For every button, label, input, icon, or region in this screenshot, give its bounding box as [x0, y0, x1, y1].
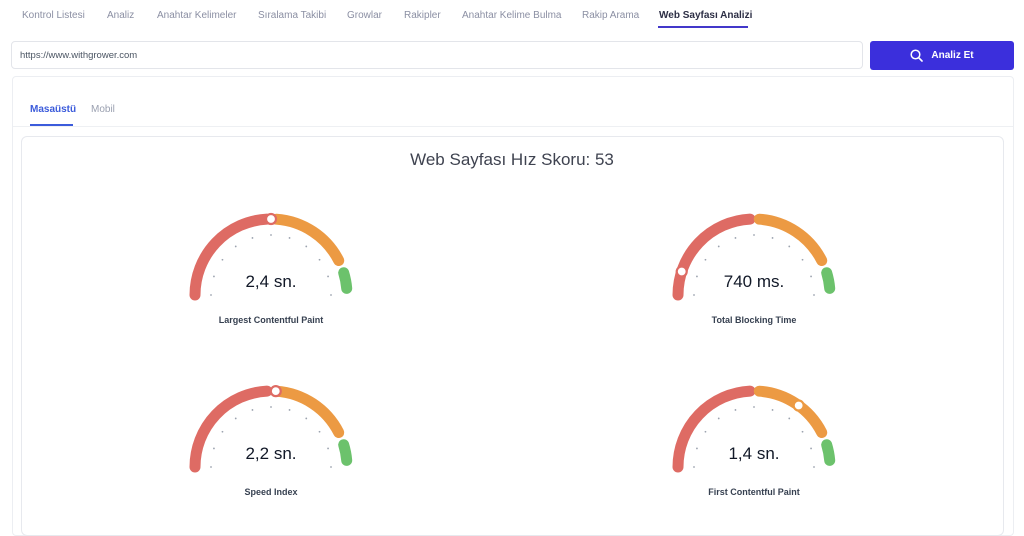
nav-item-anahtar-kelime-bulma[interactable]: Anahtar Kelime Bulma: [462, 10, 562, 21]
nav-item-anahtar-kelimeler[interactable]: Anahtar Kelimeler: [157, 10, 237, 21]
gauge-tick: [251, 237, 254, 239]
gauge-segment-orange: [270, 213, 345, 266]
nav-item-rakipler[interactable]: Rakipler: [404, 10, 441, 21]
gauge-tick: [221, 258, 224, 261]
gauge-tick: [213, 275, 215, 278]
gauge-tick: [318, 430, 321, 433]
gauge-tick: [801, 258, 804, 261]
gauge-tick: [221, 430, 224, 433]
gauge-tick: [327, 275, 329, 278]
gauge-dial: [189, 212, 353, 301]
gauge-segment-red: [672, 385, 756, 473]
gauge-tick: [734, 409, 737, 411]
gauge-indicator: [792, 399, 805, 412]
gauge-value: 2,4 sn.: [245, 272, 297, 291]
gauge-value: 740 ms.: [723, 272, 785, 291]
gauge-tick: [717, 245, 720, 248]
gauge-tick: [288, 409, 291, 411]
nav-item-siralama-takibi[interactable]: Sıralama Takibi: [258, 10, 327, 21]
gauge-tick: [213, 447, 215, 450]
gauge-tick: [251, 409, 254, 411]
gauge-label: Speed Index: [244, 487, 298, 497]
nav-active-underline: [658, 26, 748, 28]
speed-score-card: [21, 136, 1004, 536]
gauge-tick: [788, 417, 791, 420]
gauge-segment-red: [672, 213, 756, 301]
gauge-segment-green: [338, 267, 353, 294]
gauge-dial: [672, 385, 836, 473]
gauge-tick: [696, 275, 698, 278]
gauge-tick: [704, 258, 707, 261]
gauge-tick: [696, 447, 698, 450]
tab-mobil[interactable]: Mobil: [91, 104, 115, 115]
gauge-tick: [693, 294, 695, 296]
gauge-segment-green: [821, 267, 836, 294]
gauge-largest-contentful-paint: 2,4 sn. Largest Contentful Paint: [171, 207, 371, 357]
gauge-tick: [270, 234, 272, 236]
gauge-tick: [330, 294, 332, 296]
gauge-first-contentful-paint: 1,4 sn. First Contentful Paint: [654, 379, 854, 529]
gauge-segment-orange: [270, 385, 345, 438]
gauge-tick: [813, 466, 815, 468]
gauge-dial: [189, 385, 353, 473]
gauge-segment-green: [338, 439, 353, 466]
gauge-tick: [771, 237, 774, 239]
top-nav: Kontrol Listesi Analiz Anahtar Kelimeler…: [0, 0, 1024, 30]
gauge-tick: [788, 245, 791, 248]
gauge-segment-red: [189, 385, 273, 473]
gauge-tick: [270, 406, 272, 408]
gauge-segment-orange: [753, 213, 828, 266]
tab-masaustu[interactable]: Masaüstü: [30, 104, 77, 115]
nav-item-kontrol-listesi[interactable]: Kontrol Listesi: [22, 10, 85, 21]
gauge-indicator: [675, 265, 688, 278]
url-input[interactable]: [11, 41, 863, 69]
nav-item-web-sayfasi-analizi[interactable]: Web Sayfası Analizi: [659, 10, 753, 21]
search-icon: [910, 49, 924, 62]
gauge-label: Largest Contentful Paint: [218, 315, 324, 325]
gauge-indicator: [264, 212, 278, 226]
gauge-tick: [305, 245, 308, 248]
gauge-label: First Contentful Paint: [708, 487, 800, 497]
gauge-tick: [234, 417, 237, 420]
gauge-tick: [717, 417, 720, 420]
gauge-tick: [771, 409, 774, 411]
gauge-tick: [210, 294, 212, 296]
gauge-tick: [234, 245, 237, 248]
gauge-tick: [327, 447, 329, 450]
analyze-button-label: Analiz Et: [931, 50, 974, 61]
gauge-label: Total Blocking Time: [711, 315, 797, 325]
gauge-tick: [693, 466, 695, 468]
gauge-tick: [210, 466, 212, 468]
gauge-segment-green: [821, 439, 836, 466]
gauge-tick: [753, 406, 755, 408]
gauge-segment-red: [189, 213, 273, 301]
gauge-indicator: [269, 385, 282, 398]
nav-item-analiz[interactable]: Analiz: [107, 10, 135, 21]
gauge-total-blocking-time: 740 ms. Total Blocking Time: [654, 207, 854, 357]
speed-score-title: Web Sayfası Hız Skoru: 53: [410, 150, 614, 169]
gauge-tick: [813, 294, 815, 296]
tab-divider: [13, 126, 1013, 127]
gauge-value: 1,4 sn.: [728, 444, 780, 463]
gauge-tick: [734, 237, 737, 239]
gauge-segment-orange: [753, 385, 828, 438]
gauge-tick: [288, 237, 291, 239]
gauge-tick: [753, 234, 755, 236]
tab-active-underline: [30, 124, 73, 126]
analyze-button[interactable]: Analiz Et: [870, 41, 1014, 70]
gauge-tick: [330, 466, 332, 468]
nav-item-growlar[interactable]: Growlar: [347, 10, 383, 21]
gauge-tick: [810, 447, 812, 450]
gauge-value: 2,2 sn.: [245, 444, 297, 463]
gauge-tick: [704, 430, 707, 433]
gauge-tick: [810, 275, 812, 278]
gauge-tick: [801, 430, 804, 433]
gauge-tick: [318, 258, 321, 261]
gauge-speed-index: 2,2 sn. Speed Index: [171, 379, 371, 529]
gauge-tick: [305, 417, 308, 420]
nav-item-rakip-arama[interactable]: Rakip Arama: [582, 10, 640, 21]
gauge-dial: [672, 213, 836, 301]
